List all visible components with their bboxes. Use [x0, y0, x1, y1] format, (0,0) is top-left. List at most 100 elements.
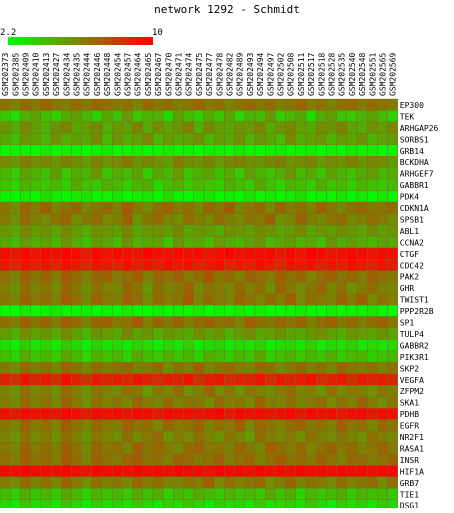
heatmap-cell — [20, 396, 31, 409]
heatmap-cell — [275, 419, 286, 432]
heatmap-cell — [265, 430, 276, 443]
heatmap-cell — [173, 499, 184, 512]
heatmap-cell — [163, 465, 174, 478]
heatmap-cell — [50, 339, 62, 352]
heatmap-cell — [326, 110, 337, 123]
heatmap-cell — [285, 407, 296, 420]
heatmap-cell — [122, 327, 133, 340]
heatmap-cell — [234, 419, 245, 432]
heatmap-cell — [346, 270, 358, 283]
heatmap-cell — [71, 121, 82, 134]
heatmap-cell — [152, 167, 164, 180]
heatmap-cell — [40, 293, 52, 306]
heatmap-cell — [142, 270, 154, 283]
heatmap-cell — [224, 304, 235, 317]
heatmap-cell — [183, 465, 194, 478]
heatmap-cell — [61, 304, 72, 317]
heatmap-cell — [346, 476, 358, 489]
heatmap-cell — [224, 499, 235, 512]
heatmap-cell — [326, 293, 337, 306]
heatmap-cell — [71, 304, 82, 317]
heatmap-cell — [346, 224, 358, 237]
heatmap-cell — [173, 270, 184, 283]
heatmap-cell — [91, 167, 103, 180]
heatmap-cell — [265, 259, 276, 271]
heatmap-cell — [275, 133, 286, 145]
heatmap-cell — [316, 201, 327, 214]
heatmap-cell — [81, 385, 92, 397]
heatmap-cell — [50, 156, 62, 168]
heatmap-cell — [0, 178, 11, 191]
heatmap-cell — [163, 133, 174, 145]
heatmap-cell — [356, 259, 368, 271]
heatmap-cell — [244, 327, 256, 340]
heatmap-cell — [367, 247, 378, 260]
heatmap-cell — [173, 373, 184, 386]
heatmap-cell — [152, 121, 164, 134]
heatmap-cell — [275, 167, 286, 180]
heatmap-cell — [61, 178, 72, 191]
heatmap-cell — [346, 442, 358, 455]
heatmap-cell — [152, 110, 164, 123]
heatmap-cell — [183, 373, 194, 386]
row-labels: EP300 TEK ARHGAP26 SORBS1 GRB14 BCKDHA ARHGEF7… — [400, 101, 439, 511]
heatmap-cell — [71, 327, 82, 340]
heatmap-cell — [0, 190, 11, 203]
heatmap-cell — [254, 133, 266, 145]
heatmap-cell — [40, 488, 52, 500]
heatmap-cell — [214, 385, 225, 397]
heatmap-cell — [305, 190, 317, 203]
heatmap-cell — [71, 362, 82, 374]
heatmap-cell — [71, 293, 82, 306]
heatmap-cell — [295, 259, 307, 271]
heatmap-cell — [234, 236, 245, 249]
heatmap-cell — [295, 488, 307, 500]
heatmap-cell — [214, 293, 225, 306]
heatmap-cell — [305, 488, 317, 500]
heatmap-cell — [20, 453, 31, 466]
heatmap-cell — [356, 144, 368, 157]
column-label: GSM202470 — [164, 52, 173, 96]
heatmap-cell — [356, 293, 368, 306]
heatmap-cell — [367, 419, 378, 432]
heatmap-cell — [234, 121, 245, 134]
chart-title: network 1292 - Schmidt — [154, 3, 300, 16]
heatmap-cell — [193, 247, 205, 260]
heatmap-cell — [295, 327, 307, 340]
heatmap-cell — [356, 213, 368, 226]
heatmap-cell — [193, 282, 205, 294]
heatmap-cell — [326, 373, 337, 386]
heatmap-cell — [265, 167, 276, 180]
heatmap-cell — [0, 110, 11, 123]
heatmap-cell — [173, 224, 184, 237]
heatmap-cell — [10, 419, 21, 432]
heatmap-cell — [152, 316, 164, 329]
heatmap-cell — [81, 224, 92, 237]
heatmap-cell — [91, 362, 103, 374]
heatmap-cell — [122, 293, 133, 306]
heatmap-cell — [326, 213, 337, 226]
heatmap-cell — [183, 213, 194, 226]
heatmap-cell — [132, 259, 143, 271]
heatmap-cell — [224, 362, 235, 374]
heatmap-cell — [275, 110, 286, 123]
heatmap-cell — [346, 407, 358, 420]
heatmap-cell — [71, 133, 82, 145]
heatmap-cell — [10, 213, 21, 226]
heatmap-cell — [112, 201, 123, 214]
heatmap-cell — [193, 442, 205, 455]
heatmap-cell — [20, 282, 31, 294]
heatmap-cell — [224, 442, 235, 455]
heatmap-cell — [122, 373, 133, 386]
heatmap-cell — [10, 247, 21, 260]
heatmap-cell — [132, 98, 143, 111]
heatmap-cell — [10, 121, 21, 134]
heatmap-cell — [40, 499, 52, 512]
row-label: RASA1 — [400, 444, 424, 453]
heatmap-cell — [224, 488, 235, 500]
row-label: ZFPM2 — [400, 387, 424, 396]
column-label: GSM202446 — [93, 52, 102, 96]
heatmap-cell — [61, 133, 72, 145]
heatmap-cell — [173, 98, 184, 111]
heatmap-cell — [275, 453, 286, 466]
